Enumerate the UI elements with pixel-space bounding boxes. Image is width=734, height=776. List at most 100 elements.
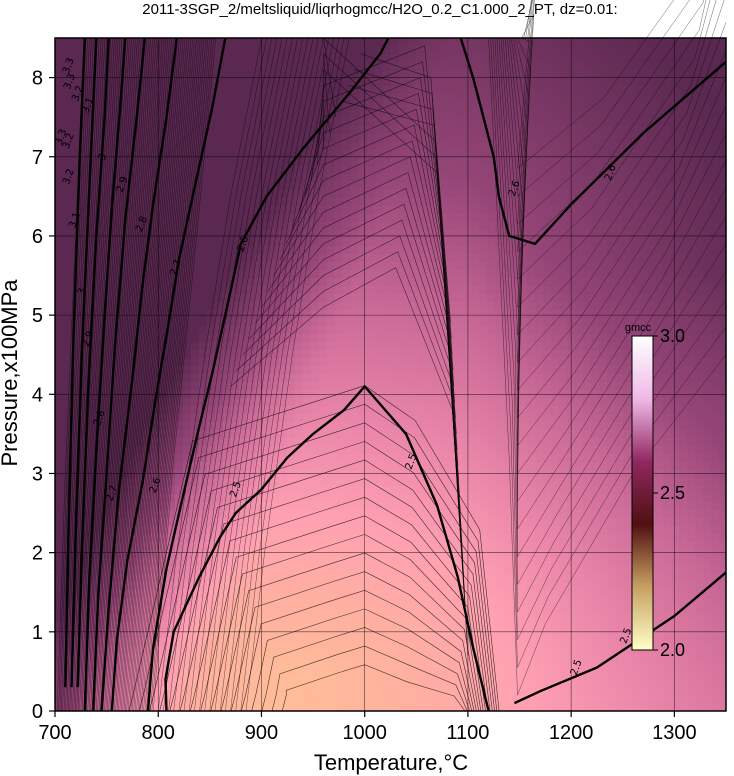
field-cell: [375, 174, 383, 182]
field-cell: [503, 62, 511, 70]
field-cell: [335, 686, 343, 694]
field-cell: [55, 198, 63, 206]
field-cell: [343, 526, 351, 534]
field-cell: [487, 174, 495, 182]
field-cell: [311, 702, 319, 710]
field-cell: [295, 254, 303, 262]
field-cell: [351, 406, 359, 414]
field-cell: [199, 438, 207, 446]
field-cell: [143, 78, 151, 86]
field-cell: [207, 414, 215, 422]
field-cell: [271, 574, 279, 582]
field-cell: [335, 630, 343, 638]
field-cell: [383, 230, 391, 238]
field-cell: [55, 462, 63, 470]
field-cell: [55, 78, 63, 86]
field-cell: [199, 222, 207, 230]
field-cell: [327, 318, 335, 326]
field-cell: [223, 286, 231, 294]
field-cell: [383, 606, 391, 614]
field-cell: [239, 118, 247, 126]
field-cell: [359, 38, 367, 46]
field-cell: [271, 62, 279, 70]
field-cell: [399, 470, 407, 478]
field-cell: [279, 222, 287, 230]
field-cell: [431, 694, 439, 702]
field-cell: [167, 278, 175, 286]
field-cell: [335, 454, 343, 462]
field-cell: [175, 126, 183, 134]
field-cell: [335, 158, 343, 166]
field-cell: [175, 198, 183, 206]
field-cell: [383, 206, 391, 214]
field-cell: [375, 582, 383, 590]
field-cell: [503, 342, 511, 350]
field-cell: [319, 622, 327, 630]
field-cell: [479, 414, 487, 422]
field-cell: [151, 462, 159, 470]
field-cell: [199, 326, 207, 334]
field-cell: [319, 94, 327, 102]
field-cell: [359, 478, 367, 486]
field-cell: [255, 462, 263, 470]
field-cell: [519, 454, 527, 462]
field-cell: [271, 406, 279, 414]
field-cell: [287, 238, 295, 246]
field-cell: [295, 550, 303, 558]
field-cell: [455, 406, 463, 414]
field-cell: [319, 470, 327, 478]
field-cell: [479, 662, 487, 670]
field-cell: [359, 278, 367, 286]
field-cell: [143, 230, 151, 238]
field-cell: [391, 630, 399, 638]
field-cell: [199, 206, 207, 214]
field-cell: [311, 670, 319, 678]
field-cell: [271, 262, 279, 270]
field-cell: [495, 230, 503, 238]
field-cell: [303, 54, 311, 62]
field-cell: [503, 422, 511, 430]
field-cell: [327, 358, 335, 366]
field-cell: [295, 262, 303, 270]
field-cell: [367, 334, 375, 342]
field-cell: [471, 38, 479, 46]
field-cell: [511, 398, 519, 406]
field-cell: [239, 286, 247, 294]
field-cell: [111, 606, 119, 614]
field-cell: [463, 174, 471, 182]
field-cell: [319, 686, 327, 694]
field-cell: [495, 374, 503, 382]
field-cell: [343, 334, 351, 342]
field-cell: [263, 126, 271, 134]
field-cell: [471, 102, 479, 110]
field-cell: [191, 190, 199, 198]
field-cell: [239, 526, 247, 534]
field-cell: [191, 302, 199, 310]
field-cell: [63, 358, 71, 366]
field-cell: [175, 486, 183, 494]
field-cell: [191, 542, 199, 550]
field-cell: [319, 222, 327, 230]
field-cell: [487, 382, 495, 390]
field-cell: [183, 318, 191, 326]
field-cell: [255, 438, 263, 446]
field-cell: [175, 278, 183, 286]
field-cell: [375, 238, 383, 246]
field-cell: [439, 534, 447, 542]
field-cell: [231, 638, 239, 646]
field-cell: [431, 118, 439, 126]
field-cell: [383, 438, 391, 446]
field-cell: [295, 206, 303, 214]
field-cell: [263, 382, 271, 390]
field-cell: [439, 438, 447, 446]
field-cell: [351, 566, 359, 574]
field-cell: [343, 110, 351, 118]
field-cell: [311, 334, 319, 342]
field-cell: [415, 326, 423, 334]
field-cell: [327, 78, 335, 86]
field-cell: [239, 638, 247, 646]
field-cell: [295, 534, 303, 542]
field-cell: [263, 134, 271, 142]
field-cell: [311, 502, 319, 510]
field-cell: [399, 662, 407, 670]
